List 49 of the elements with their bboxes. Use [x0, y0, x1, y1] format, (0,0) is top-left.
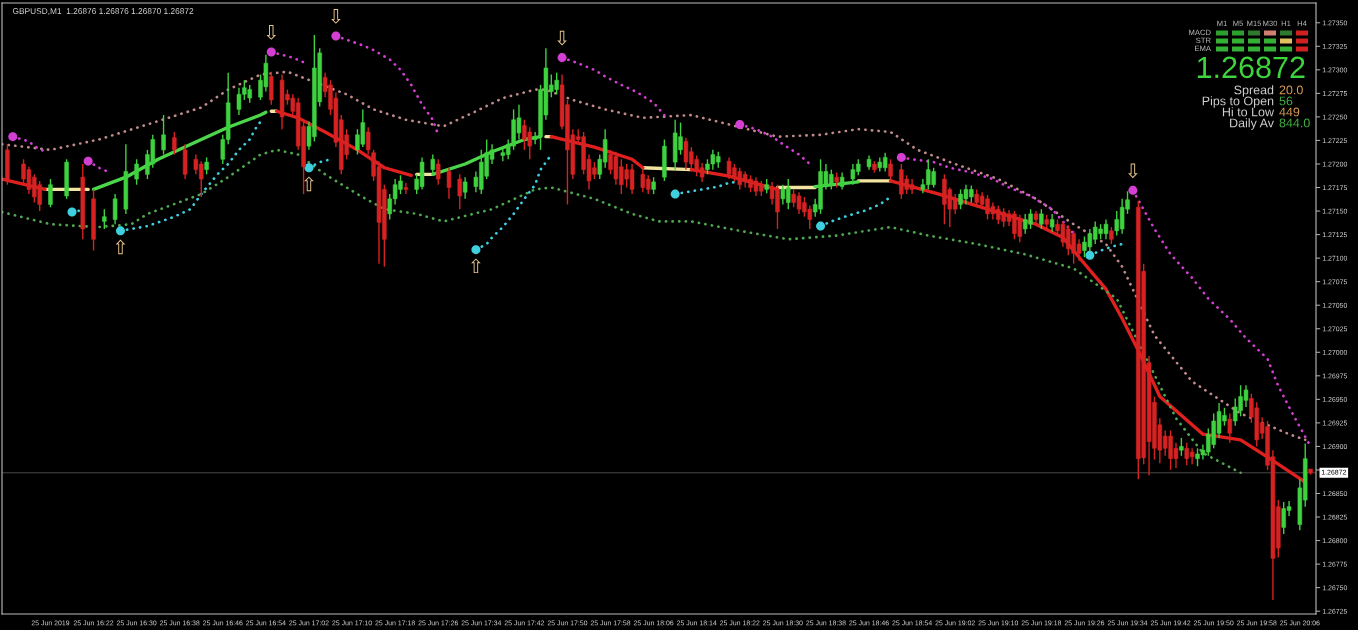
point	[471, 245, 481, 255]
point	[83, 156, 93, 166]
candlestick	[269, 71, 274, 106]
point	[8, 132, 18, 142]
annotation: ⇩	[331, 9, 341, 24]
annotation: Spread	[1234, 85, 1274, 97]
point	[1085, 250, 1095, 260]
candlestick	[172, 131, 177, 156]
point	[557, 53, 567, 63]
candlestick	[435, 158, 441, 186]
point	[735, 119, 745, 129]
point	[331, 31, 341, 41]
point	[266, 47, 276, 57]
candlestick	[134, 158, 139, 186]
annotation: ⇧	[471, 258, 481, 274]
candlestick	[462, 176, 468, 200]
candlestick	[457, 173, 462, 210]
point	[304, 163, 314, 173]
candlestick	[112, 193, 118, 225]
point	[115, 226, 125, 236]
annotation: 844.0	[1279, 118, 1310, 128]
candlestick	[48, 178, 53, 208]
candlestick	[888, 158, 893, 180]
annotation: Daily Av	[1230, 118, 1274, 130]
point	[1128, 185, 1138, 195]
annotation: ⇩	[557, 30, 567, 46]
annotation: 56	[1279, 96, 1293, 106]
point	[816, 221, 826, 231]
candlestick	[102, 208, 107, 230]
candlestick	[1227, 412, 1233, 444]
point	[896, 152, 906, 162]
point	[670, 189, 680, 199]
annotation: ⇩	[266, 25, 277, 40]
annotation: 449	[1279, 107, 1300, 117]
annotation: Pips to Open	[1202, 96, 1274, 108]
annotation: ⇩	[1128, 163, 1138, 179]
candlestick	[403, 182, 409, 195]
annotation: ⇧	[304, 176, 314, 192]
point	[67, 207, 77, 217]
annotation: 20.0	[1279, 85, 1303, 95]
annotation: ⇧	[115, 239, 126, 255]
candlestick	[161, 114, 166, 156]
candlestick	[1039, 208, 1044, 230]
annotation: 1.26872	[1197, 56, 1305, 79]
candlestick	[365, 126, 371, 156]
candlestick	[446, 167, 452, 200]
text: GBPUSD,M1 1.26876 1.26876 1.26870 1.26872	[12, 8, 194, 15]
annotation: Hi to Low	[1222, 107, 1275, 117]
candlestick	[430, 153, 436, 176]
